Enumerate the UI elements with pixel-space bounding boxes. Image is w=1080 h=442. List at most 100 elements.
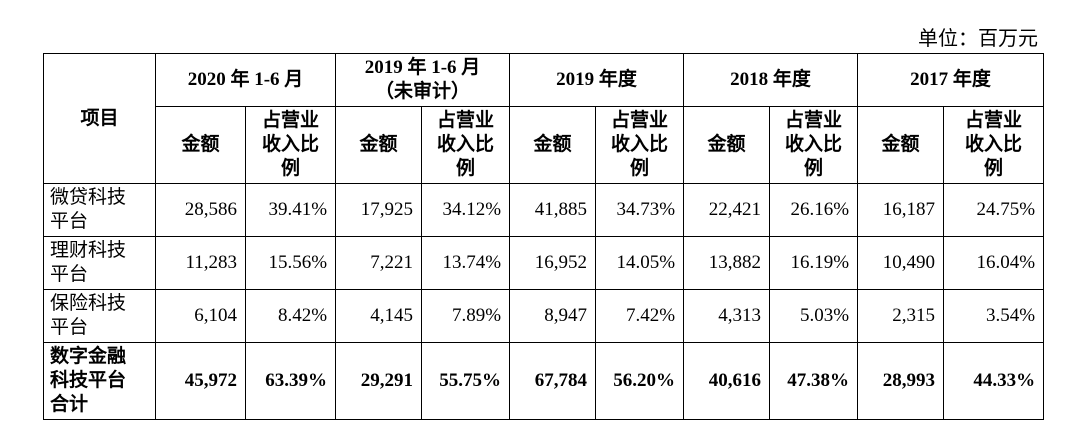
cell-text: 保险科技平台	[50, 293, 127, 338]
value-cell: 22,421	[683, 183, 771, 237]
data-row: 微贷科技平台 28,586 39.41% 17,925 34.12% 41,885 34.7…	[43, 183, 1045, 237]
value-cell: 56.20%	[595, 342, 685, 420]
cell-text: 24.75%	[976, 199, 1036, 220]
value-cell: 40,616	[683, 342, 771, 420]
cell-text: 44.33%	[973, 370, 1036, 391]
cell-text: 41,885	[534, 199, 588, 220]
cell-text: 39.41%	[268, 199, 328, 220]
value-cell: 39.41%	[244, 183, 337, 237]
cell-text: 2019 年 1-6 月（未审计）	[364, 57, 481, 102]
cell-text: 16.04%	[976, 252, 1036, 273]
value-cell: 45,972	[155, 342, 246, 420]
cell-text: 63.39%	[265, 370, 328, 391]
value-cell: 63.39%	[244, 342, 337, 420]
revenue-table: 项目 2020 年 1-6 月 2019 年 1-6 月（未审计） 2019 年度 20…	[43, 53, 1045, 420]
header-cell: 金额	[857, 106, 945, 184]
header-cell: 占营业收入比例	[421, 106, 511, 184]
header-cell: 2019 年度	[509, 53, 685, 107]
cell-text: 4,145	[370, 305, 414, 326]
cell-text: 理财科技平台	[50, 240, 127, 285]
cell-text: 22,421	[708, 199, 762, 220]
header-cell: 项目	[43, 53, 156, 184]
header-cell: 占营业收入比例	[244, 106, 337, 184]
cell-text: 占营业收入比例	[262, 110, 320, 179]
cell-text: 17,925	[360, 199, 414, 220]
value-cell: 28,586	[155, 183, 246, 237]
header-cell: 2017 年度	[857, 53, 1045, 107]
cell-text: 10,490	[882, 252, 936, 273]
value-cell: 3.54%	[943, 289, 1045, 343]
header-row: 金额 占营业收入比例 金额 占营业收入比例 金额 占营业收入比例 金额 占营业收入比例 金额 占营…	[44, 106, 1045, 184]
cell-text: 金额	[359, 134, 398, 155]
value-cell: 5.03%	[769, 289, 859, 343]
header-cell: 2019 年 1-6 月（未审计）	[335, 53, 511, 107]
cell-text: 15.56%	[268, 252, 328, 273]
cell-text: 占营业收入比例	[437, 110, 495, 179]
value-cell: 34.73%	[595, 183, 685, 237]
cell-text: 29,291	[360, 370, 414, 391]
cell-text: 28,586	[184, 199, 237, 220]
cell-text: 4,313	[718, 305, 762, 326]
value-cell: 29,291	[335, 342, 423, 420]
value-cell: 28,993	[857, 342, 945, 420]
header-cell: 占营业收入比例	[595, 106, 685, 184]
cell-text: 26.16%	[790, 199, 850, 220]
cell-text: 2019 年度	[556, 69, 637, 90]
cell-text: 占营业收入比例	[611, 110, 669, 179]
value-cell: 13.74%	[421, 236, 511, 290]
value-cell: 41,885	[509, 183, 597, 237]
value-cell: 2,315	[857, 289, 945, 343]
cell-text: 7.42%	[625, 305, 676, 326]
value-cell: 47.38%	[769, 342, 859, 420]
value-cell: 16.19%	[769, 236, 859, 290]
cell-text: 数字金融科技平台合计	[50, 346, 127, 415]
header-cell: 2020 年 1-6 月	[154, 53, 337, 107]
cell-text: 40,616	[708, 370, 762, 391]
value-cell: 16,187	[857, 183, 945, 237]
cell-text: 7,221	[370, 252, 414, 273]
value-cell: 7.89%	[421, 289, 511, 343]
data-row: 理财科技平台 11,283 15.56% 7,221 13.74% 16,952 14.05…	[43, 236, 1045, 290]
header-cell: 占营业收入比例	[769, 106, 859, 184]
cell-text: 7.89%	[451, 305, 502, 326]
row-label: 微贷科技平台	[43, 183, 156, 237]
value-cell: 55.75%	[421, 342, 511, 420]
cell-text: 金额	[181, 134, 220, 155]
cell-text: 16,187	[882, 199, 936, 220]
header-cell: 2018 年度	[683, 53, 859, 107]
value-cell: 26.16%	[769, 183, 859, 237]
header-cell: 金额	[509, 106, 597, 184]
cell-text: 13,882	[708, 252, 762, 273]
cell-text: 45,972	[184, 370, 237, 391]
value-cell: 4,313	[683, 289, 771, 343]
value-cell: 16,952	[509, 236, 597, 290]
value-cell: 8.42%	[244, 289, 337, 343]
row-label: 理财科技平台	[43, 236, 156, 290]
value-cell: 6,104	[155, 289, 246, 343]
value-cell: 17,925	[335, 183, 423, 237]
cell-text: 28,993	[882, 370, 936, 391]
value-cell: 4,145	[335, 289, 423, 343]
header-cell: 金额	[335, 106, 423, 184]
cell-text: 金额	[707, 134, 746, 155]
value-cell: 16.04%	[943, 236, 1045, 290]
header-row: 项目 2020 年 1-6 月 2019 年 1-6 月（未审计） 2019 年度 20…	[43, 53, 1045, 184]
cell-text: 16.19%	[790, 252, 850, 273]
value-cell: 14.05%	[595, 236, 685, 290]
cell-text: 项目	[80, 107, 119, 129]
unit-label: 单位：百万元	[918, 28, 1038, 50]
cell-text: 2017 年度	[910, 69, 991, 90]
cell-text: 5.03%	[799, 305, 850, 326]
cell-text: 55.75%	[439, 370, 502, 391]
value-cell: 13,882	[683, 236, 771, 290]
value-cell: 7.42%	[595, 289, 685, 343]
cell-text: 16,952	[534, 252, 588, 273]
header-cell: 金额	[683, 106, 771, 184]
data-row: 保险科技平台 6,104 8.42% 4,145 7.89% 8,947 7.42% 4,31…	[43, 289, 1045, 343]
cell-text: 67,784	[534, 370, 588, 391]
row-label: 数字金融科技平台合计	[43, 342, 156, 420]
cell-text: 2020 年 1-6 月	[187, 69, 304, 90]
row-label: 保险科技平台	[43, 289, 156, 343]
cell-text: 34.12%	[442, 199, 502, 220]
